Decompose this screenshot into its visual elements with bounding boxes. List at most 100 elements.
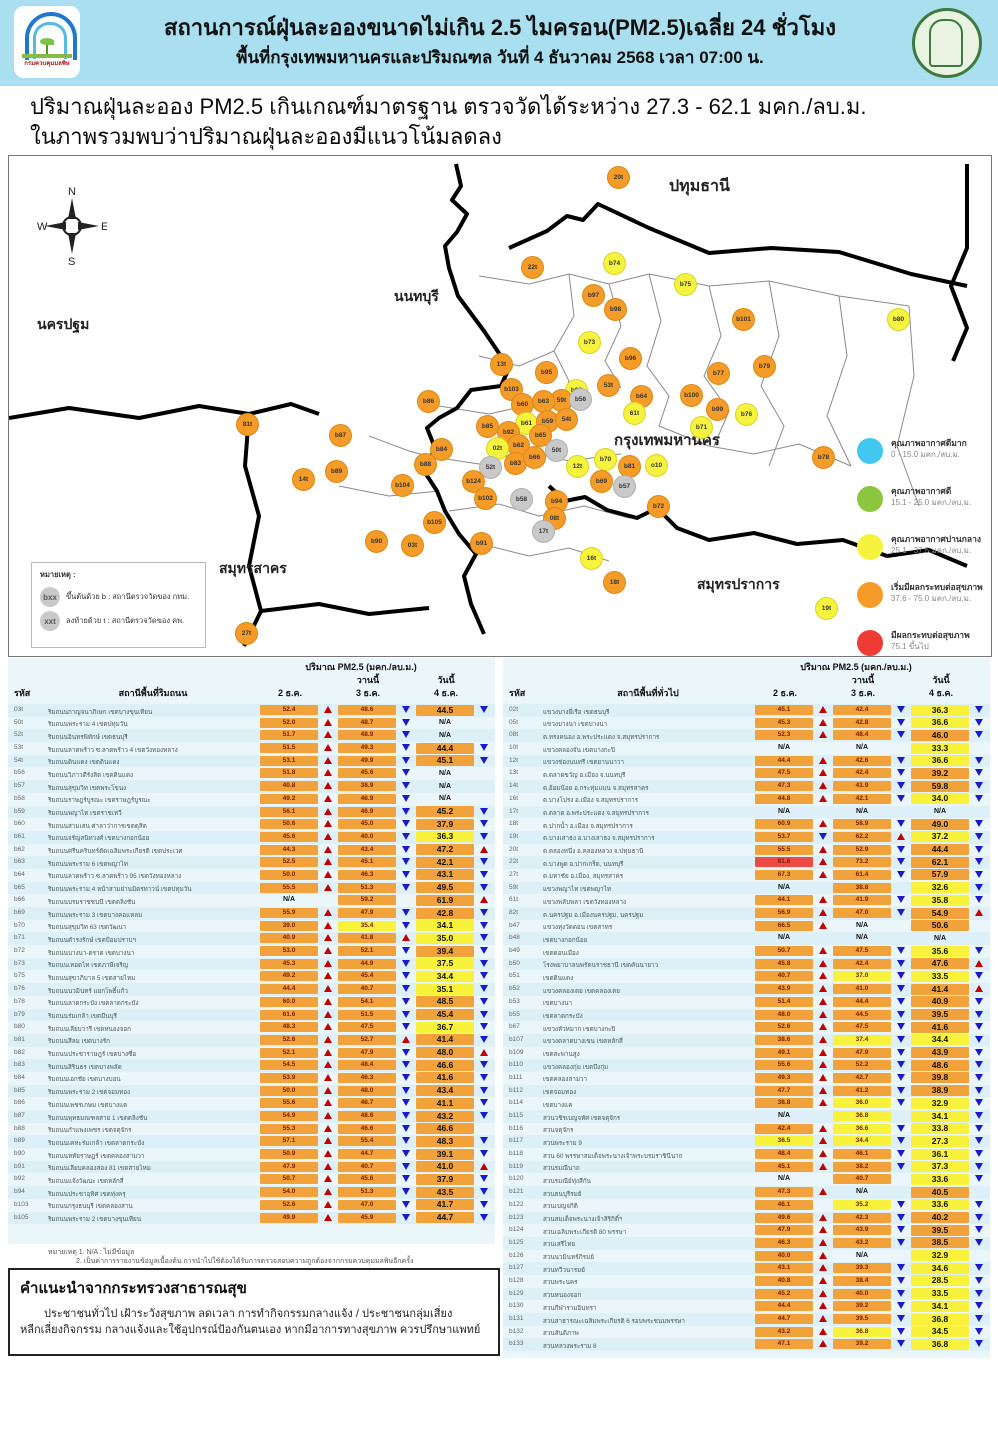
pm-value: 42.1 xyxy=(416,856,474,868)
station-code: b118 xyxy=(509,1150,523,1158)
station-name: ริมถนนเลียบคลองสอง 81 เขตสายไหม xyxy=(48,1165,151,1173)
trend-down-icon xyxy=(975,820,983,828)
station-code: b65 xyxy=(14,883,25,891)
table-row: b83 ริมถนนสิรินธร เขตบางพลัด 54.5 48.4 46.6 xyxy=(8,1059,495,1072)
table-row: b66 ริมถนนบรมราชชนนี เขตตลิ่งชัน N/A 59.2 61… xyxy=(8,894,495,907)
trend-up-icon xyxy=(324,1162,332,1170)
trend-down-icon xyxy=(897,972,905,980)
trend-up-icon xyxy=(324,756,332,764)
trend-up-icon xyxy=(324,972,332,980)
logo-arch-inner xyxy=(33,22,67,59)
station-code: b111 xyxy=(509,1073,523,1081)
station-name: สวนเฉลิมพระเกียรติ 80 พรรษา xyxy=(543,1228,627,1236)
trend-down-icon xyxy=(402,1162,410,1170)
pm-value: 58.9 xyxy=(833,819,891,830)
station-code: 12t xyxy=(509,756,519,764)
trend-up-icon xyxy=(975,909,983,916)
trend-down-icon xyxy=(975,782,983,790)
pm-value: N/A xyxy=(855,1188,869,1196)
trend-down-icon xyxy=(402,1188,410,1196)
pm-value: 44.4 xyxy=(260,984,318,995)
pm-value: 48.5 xyxy=(416,996,474,1008)
station-code: b127 xyxy=(509,1264,524,1272)
pm-value: 62.2 xyxy=(833,831,891,842)
station-code: b63 xyxy=(14,858,25,866)
station-name: เขตคลองสามวา xyxy=(543,1076,588,1084)
trend-down-icon xyxy=(897,706,905,713)
pcd-logo-text: กรมควบคุมมลพิษ xyxy=(24,61,70,67)
pm-value: 54.0 xyxy=(260,1187,318,1198)
table-row: 61t แขวงพลับพลา เขตวังทองหลาง 44.1 41.9 35.8 xyxy=(503,894,990,907)
station-name: สวนหนองจอก xyxy=(543,1292,582,1300)
pm-value: 51.4 xyxy=(755,996,813,1007)
pm-value: 62.1 xyxy=(911,856,969,868)
table-row: b51 เขตดินแดง 40.7 37.0 33.5 xyxy=(503,970,990,983)
trend-up-icon xyxy=(819,1048,827,1056)
pm-value: 39.0 xyxy=(260,920,318,931)
trend-up-icon xyxy=(324,1150,332,1158)
pm-value: 81.6 xyxy=(755,857,813,868)
note-item: bxx ขึ้นต้นด้วย b : สถานีตรวจวัดของ กทม. xyxy=(40,587,197,611)
station-name: ริมถนนหทัยราษฎร์ เขตคลองสามวา xyxy=(48,1152,145,1160)
station-name: ริมถนนดินแดง เขตดินแดง xyxy=(48,759,120,767)
pm-value: 35.8 xyxy=(911,894,969,906)
trend-up-icon xyxy=(819,731,827,739)
trend-down-icon xyxy=(975,769,983,777)
trend-up-icon xyxy=(819,769,827,777)
pm-value: 47.9 xyxy=(338,908,396,918)
pm-value: 51.7 xyxy=(260,730,318,741)
pm-value: N/A xyxy=(438,795,452,803)
pm-value: 44.5 xyxy=(416,704,474,716)
station-code: b116 xyxy=(509,1124,523,1132)
table-row: b67 แขวงหัวหมาก เขตบางกะปิ 52.6 47.5 41.6 xyxy=(503,1021,990,1034)
station-name: ต.อ้อมน้อย อ.กระทุ่มแบน จ.สมุทรสาคร xyxy=(543,784,649,792)
pm-value: 39.1 xyxy=(416,1148,474,1160)
pm-value: 48.9 xyxy=(338,730,396,741)
pm-value: 55.3 xyxy=(260,1123,318,1134)
station-name: สวนพระนคร xyxy=(543,1279,578,1287)
pm-value: 44.7 xyxy=(416,1212,474,1223)
trend-up-icon xyxy=(819,718,827,726)
trend-up-icon xyxy=(975,985,983,993)
station-code: b130 xyxy=(509,1302,524,1310)
pm-value: 34.4 xyxy=(416,970,474,982)
trend-down-icon xyxy=(975,1289,983,1297)
station-marker: 12t xyxy=(566,455,589,478)
station-name: แขวงช่องนนทรี เขตยานนาวา xyxy=(543,759,624,767)
trend-down-icon xyxy=(897,782,905,790)
trend-up-icon xyxy=(897,832,905,840)
trend-down-icon xyxy=(402,1086,410,1094)
table-row: b63 ริมถนนพระราม 6 เขตพญาไท 52.5 45.1 42.1 xyxy=(8,856,495,869)
trend-down-icon xyxy=(975,1061,983,1069)
trend-down-icon xyxy=(897,1289,905,1297)
station-code: b112 xyxy=(509,1086,523,1094)
pm-value: 59.2 xyxy=(338,895,396,906)
legend-item: คุณภาพอากาศดีมาก 0 - 15.0 มคก./ลบ.ม. xyxy=(857,436,997,470)
station-marker: b89 xyxy=(325,460,348,483)
table-row: 17t ต.ตลาด อ.พระประแดง จ.สมุทรปราการ N/A N/… xyxy=(503,805,990,819)
pm-value: 41.9 xyxy=(833,895,891,906)
table-row: b118 สวน 60 พรรษาสมเด็จพระนางเจ้าพระบรมรา… xyxy=(503,1148,990,1161)
table-row: 03t ริมถนนกาญจนาภิเษก เขตบางขุนเทียน 52.4 4… xyxy=(8,704,495,717)
station-name: ริมถนนประชาอุทิศ เขตทุ่งครุ xyxy=(48,1190,126,1198)
station-code: b49 xyxy=(509,947,520,955)
trend-down-icon xyxy=(975,858,983,866)
table-row: b70 ริมถนนสุขุมวิท 63 เขตวัฒนา 39.0 35.4 34.… xyxy=(8,920,495,933)
pm-value: 42.4 xyxy=(833,768,891,779)
station-code: b82 xyxy=(14,1048,25,1056)
pm-value: 49.1 xyxy=(755,1047,813,1058)
pm-value: 50.7 xyxy=(260,1174,318,1185)
trend-down-icon xyxy=(975,756,983,764)
pm-value: 40.0 xyxy=(338,831,396,842)
trend-up-icon xyxy=(324,1010,332,1018)
trend-down-icon xyxy=(975,832,983,840)
station-code: b59 xyxy=(14,807,25,815)
trend-up-icon xyxy=(324,858,332,866)
pm-value: 61.9 xyxy=(416,894,474,906)
station-code: b131 xyxy=(509,1315,524,1322)
trend-down-icon xyxy=(897,1086,905,1094)
station-code: 20t xyxy=(509,845,519,853)
pm-value: 36.8 xyxy=(911,1313,969,1325)
pm-value: 39.5 xyxy=(911,1009,969,1020)
table-row: b87 ริมถนนพุทธมณฑลสาย 1 เขตตลิ่งชัน 54.9 48… xyxy=(8,1110,495,1123)
